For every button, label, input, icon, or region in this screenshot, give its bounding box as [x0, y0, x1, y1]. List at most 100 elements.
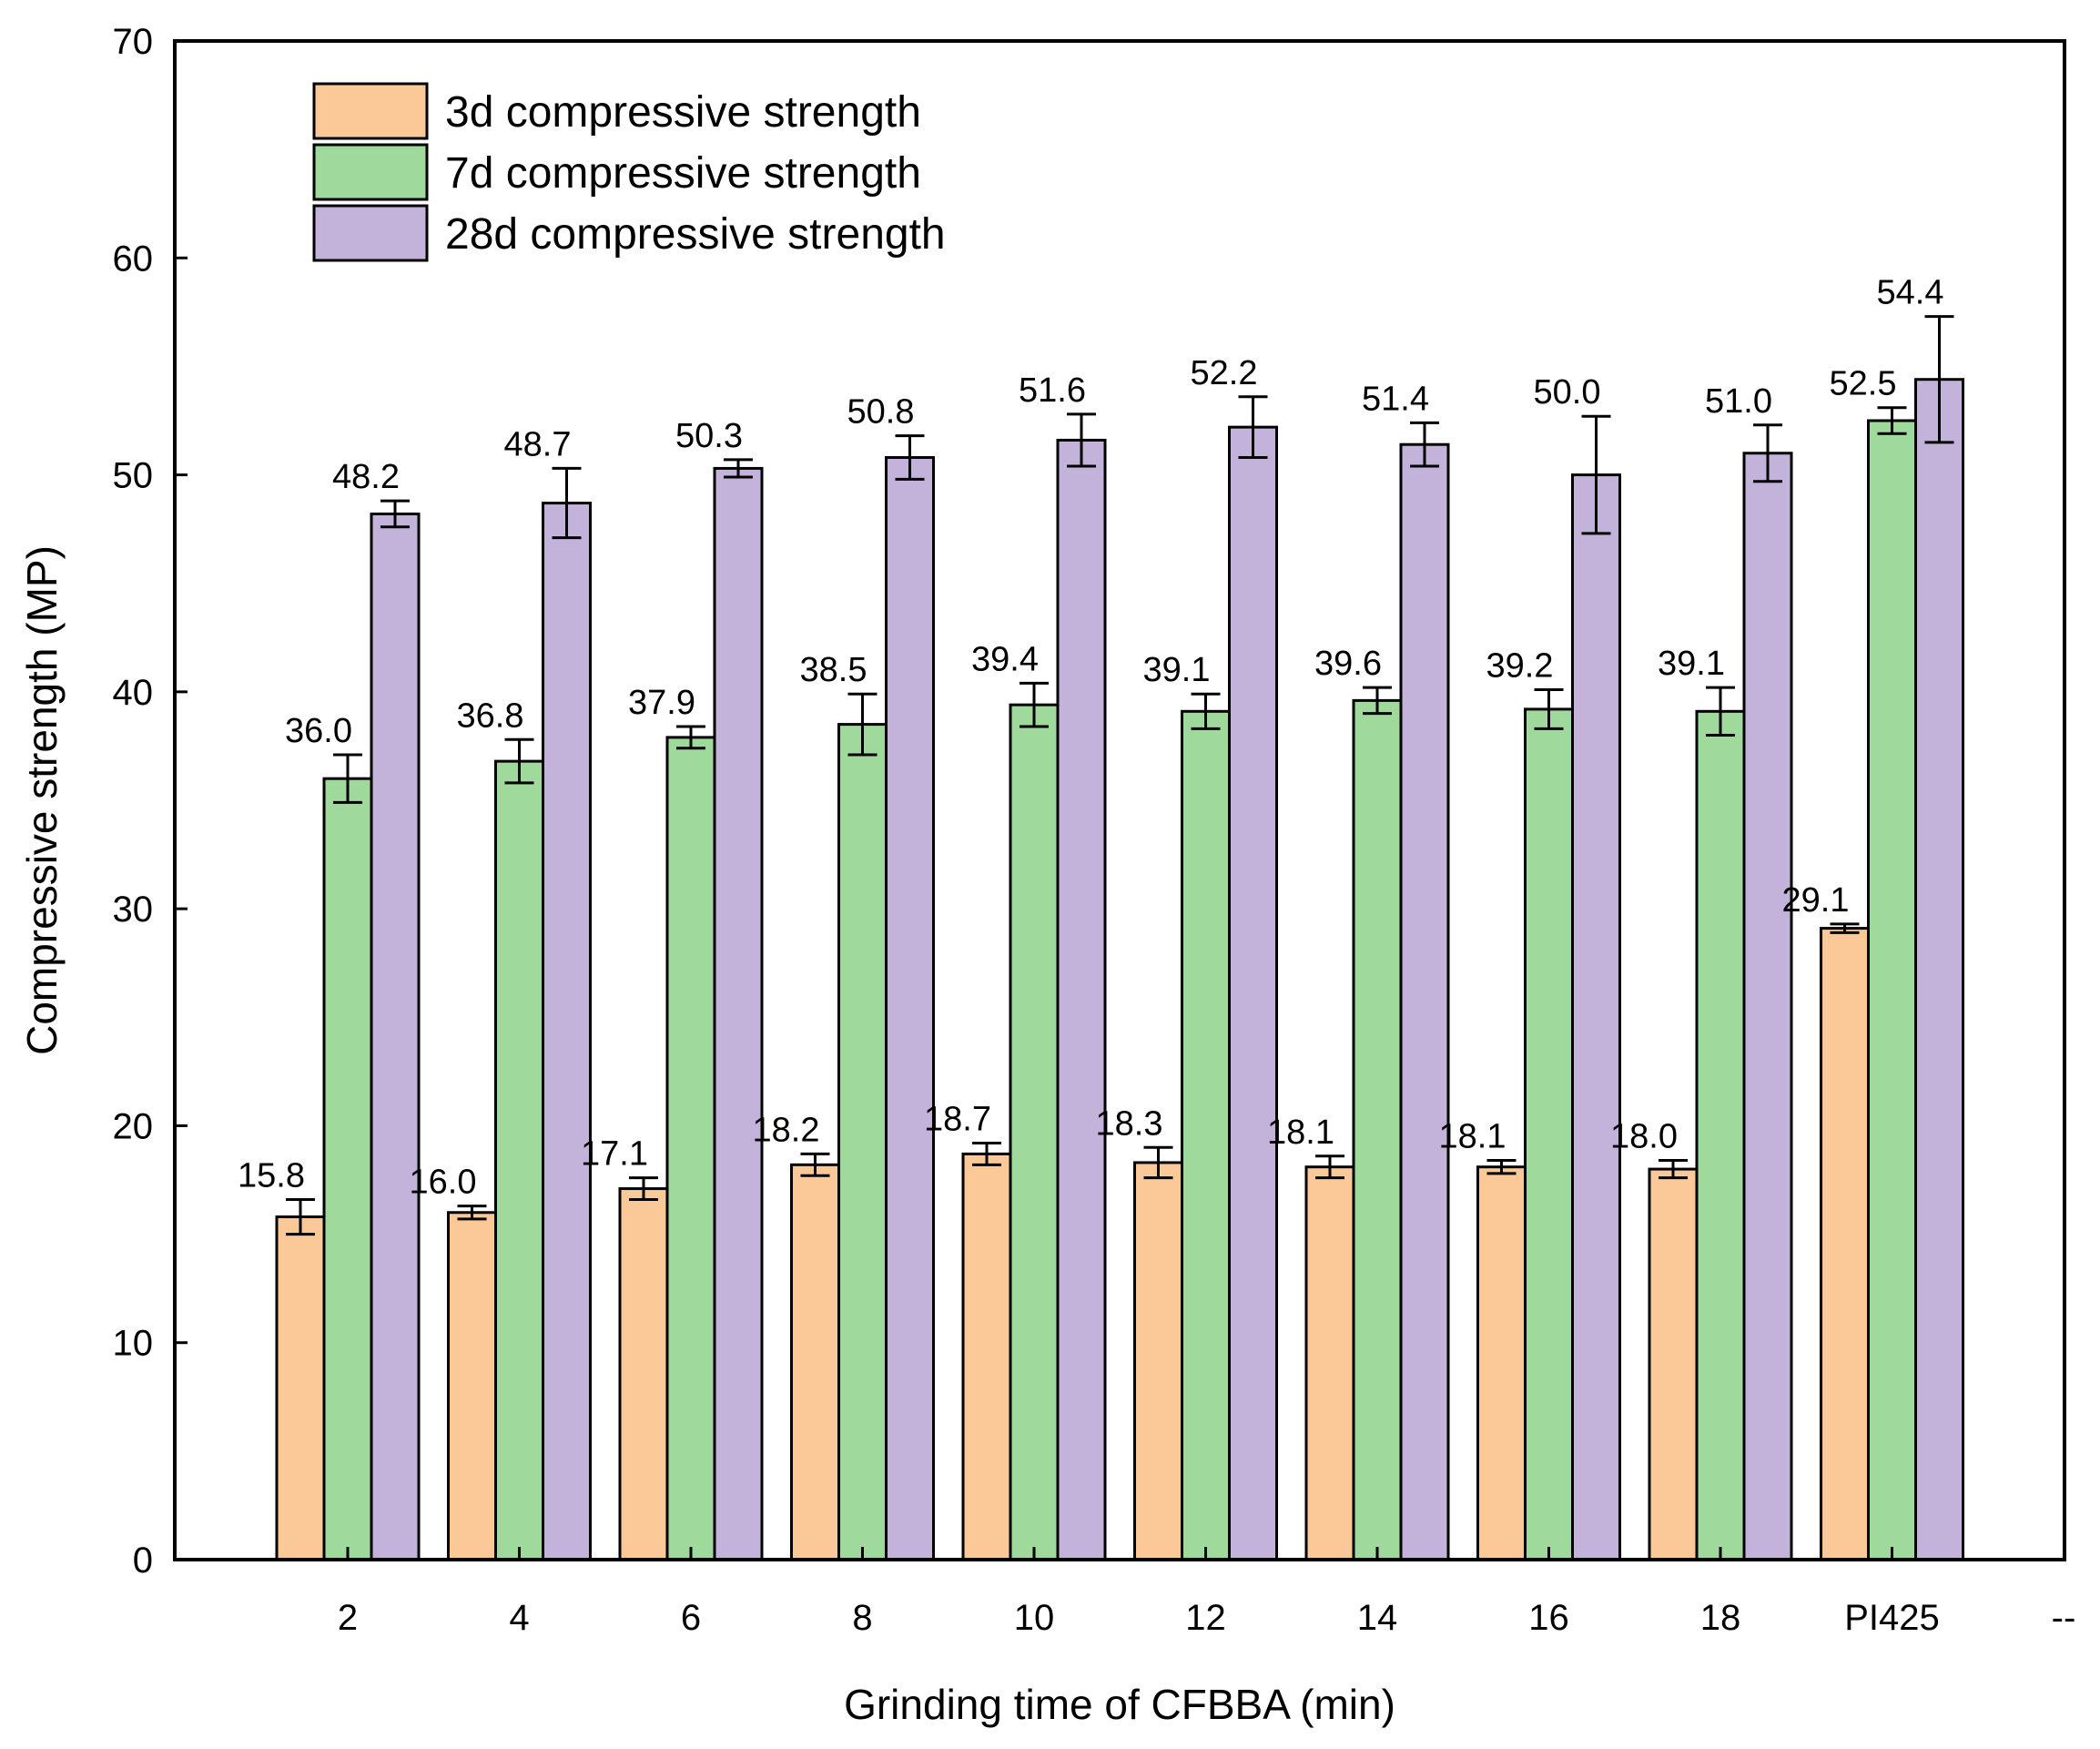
y-tick-label: 40 — [113, 673, 154, 713]
bar-0-2 — [618, 1187, 669, 1561]
data-label-1-5: 39.1 — [1143, 651, 1211, 689]
x-axis-title: Grinding time of CFBBA (min) — [844, 1681, 1395, 1728]
error-bar-2-6 — [1410, 421, 1439, 468]
data-label-0-2: 17.1 — [581, 1135, 648, 1174]
x-tick-label: 14 — [1357, 1598, 1398, 1638]
data-label-0-4: 18.7 — [924, 1100, 991, 1138]
legend-swatch — [312, 82, 429, 140]
data-label-0-8: 18.0 — [1610, 1118, 1678, 1156]
data-label-2-3: 50.8 — [847, 393, 915, 432]
error-bar-1-3 — [847, 692, 878, 757]
plot-frame — [173, 39, 2066, 1561]
legend-item-2: 28d compressive strength — [312, 204, 946, 262]
legend-item-0: 3d compressive strength — [312, 82, 921, 140]
error-bar-0-9 — [1830, 922, 1860, 934]
data-label-2-8: 51.0 — [1705, 382, 1772, 421]
bar-1-2 — [665, 736, 716, 1561]
bar-0-0 — [275, 1215, 326, 1561]
error-bar-1-6 — [1363, 686, 1392, 716]
error-bar-0-0 — [286, 1197, 315, 1236]
error-bar-1-9 — [1877, 406, 1907, 435]
legend-item-1: 7d compressive strength — [312, 143, 921, 201]
error-bar-1-2 — [676, 725, 705, 750]
error-bar-1-7 — [1534, 687, 1564, 730]
data-labels-layer: 15.8 16.0 17.1 18.2 18.7 18.3 18.1 18.1 18.0 29.1… — [238, 274, 1943, 1202]
data-label-1-9: 52.5 — [1830, 365, 1897, 403]
data-label-0-6: 18.1 — [1267, 1113, 1334, 1152]
legend-swatch — [312, 204, 429, 262]
error-bar-0-3 — [800, 1152, 830, 1177]
bar-2-6 — [1399, 442, 1450, 1561]
bar-2-1 — [542, 502, 592, 1561]
y-tick-label: 20 — [113, 1106, 154, 1146]
bar-0-8 — [1648, 1167, 1699, 1561]
legend-label: 7d compressive strength — [445, 149, 921, 198]
data-label-1-6: 39.6 — [1314, 645, 1382, 683]
bar-1-3 — [837, 723, 888, 1561]
x-tick-label: 2 — [338, 1598, 358, 1638]
x-tick-label: 18 — [1700, 1598, 1741, 1638]
y-axis-title: Compressive strength (MP) — [18, 545, 66, 1055]
data-label-1-8: 39.1 — [1658, 645, 1725, 683]
bar-1-4 — [1009, 703, 1060, 1561]
legend-label: 3d compressive strength — [445, 88, 921, 137]
data-label-0-9: 29.1 — [1782, 881, 1850, 920]
data-label-0-3: 18.2 — [753, 1111, 820, 1149]
data-label-0-1: 16.0 — [410, 1164, 477, 1202]
error-bar-2-8 — [1753, 423, 1782, 483]
error-bar-2-0 — [380, 499, 410, 529]
bar-2-7 — [1571, 473, 1621, 1561]
y-tick-label: 50 — [113, 456, 154, 496]
bar-1-9 — [1867, 419, 1917, 1561]
bar-1-5 — [1181, 709, 1231, 1561]
data-label-0-5: 18.3 — [1096, 1104, 1163, 1143]
bar-1-1 — [494, 759, 544, 1561]
bar-2-2 — [713, 466, 764, 1561]
x-tick-label: 12 — [1185, 1598, 1226, 1638]
data-label-1-3: 38.5 — [800, 651, 867, 689]
x-tick-label: 8 — [852, 1598, 872, 1638]
error-bar-0-2 — [629, 1176, 658, 1201]
x-tick-label-extra: -- — [2052, 1598, 2076, 1638]
bar-2-5 — [1228, 425, 1278, 1561]
error-bar-0-4 — [972, 1141, 1001, 1166]
error-bars-layer — [286, 315, 1954, 1236]
bar-2-8 — [1742, 452, 1793, 1561]
error-bar-2-5 — [1238, 395, 1268, 460]
y-tick-label: 60 — [113, 239, 154, 279]
bar-0-9 — [1820, 927, 1870, 1561]
error-bar-0-8 — [1659, 1159, 1688, 1180]
legend-swatch — [312, 143, 429, 201]
bar-2-9 — [1914, 378, 1964, 1561]
data-label-2-9: 54.4 — [1877, 274, 1944, 312]
legend-label: 28d compressive strength — [445, 210, 946, 259]
bar-2-0 — [370, 512, 421, 1561]
bars-layer — [275, 378, 1964, 1561]
error-bar-0-7 — [1486, 1159, 1517, 1175]
error-bar-2-7 — [1581, 414, 1611, 535]
legend: 3d compressive strength 7d compressive st… — [312, 82, 946, 262]
data-label-2-6: 51.4 — [1362, 380, 1429, 418]
y-tick-label: 70 — [113, 22, 154, 62]
data-label-2-1: 48.7 — [504, 425, 572, 463]
bar-0-4 — [961, 1152, 1012, 1561]
error-bar-0-1 — [457, 1205, 487, 1221]
data-label-1-1: 36.8 — [457, 697, 524, 735]
bar-0-1 — [447, 1211, 497, 1561]
data-label-1-7: 39.2 — [1486, 646, 1554, 685]
bar-1-0 — [322, 777, 373, 1561]
data-label-2-2: 50.3 — [675, 417, 743, 455]
data-label-2-5: 52.2 — [1191, 354, 1258, 392]
error-bar-2-9 — [1924, 315, 1954, 444]
error-bar-0-5 — [1143, 1145, 1173, 1180]
bar-0-7 — [1476, 1165, 1527, 1561]
x-tick-label: 4 — [509, 1598, 529, 1638]
y-tick-label: 0 — [133, 1541, 153, 1581]
data-label-2-7: 50.0 — [1534, 373, 1601, 412]
x-tick-label: 6 — [681, 1598, 701, 1638]
bar-2-4 — [1056, 438, 1107, 1561]
x-tick-label: 16 — [1528, 1598, 1569, 1638]
bar-2-3 — [885, 456, 935, 1561]
error-bar-2-1 — [552, 466, 582, 540]
